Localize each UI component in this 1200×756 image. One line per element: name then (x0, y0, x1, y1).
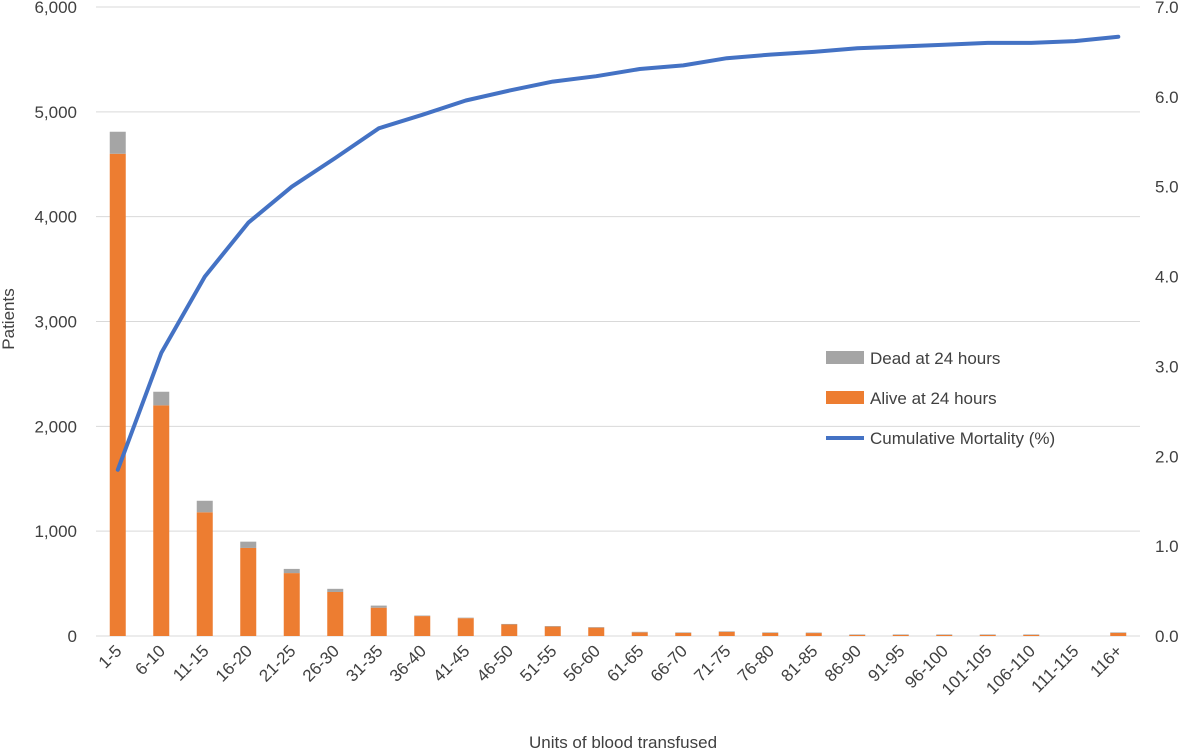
bar-dead (283, 568, 300, 574)
legend-swatch-alive (826, 391, 864, 404)
bar-alive (675, 632, 692, 636)
bar-dead (762, 632, 779, 633)
bar-dead (1110, 632, 1127, 633)
x-tick-label: 41-45 (429, 641, 473, 685)
bar-alive (936, 634, 953, 636)
bar-dead (196, 500, 213, 513)
bar-dead (1023, 634, 1040, 635)
x-tick-label: 1-5 (95, 641, 126, 672)
x-tick-label: 26-30 (299, 641, 343, 685)
y2-tick-label: 2.0 (1155, 447, 1179, 466)
bar-dead (718, 631, 735, 632)
bar-alive (153, 405, 170, 636)
bar-alive (240, 547, 257, 636)
x-tick-label: 86-90 (821, 641, 865, 685)
x-axis-ticks: 1-5 6-10 11-15 16-20 21-25 26-30 31-35 36-40 41-… (95, 641, 1126, 699)
y-tick-label: 3,000 (34, 313, 77, 332)
bar-dead (675, 632, 692, 633)
x-tick-label: 61-65 (603, 641, 647, 685)
line-series-group (115, 34, 1121, 472)
bar-dead (370, 605, 387, 608)
bar-dead (327, 588, 344, 592)
bar-dead (153, 391, 170, 406)
bar-alive (196, 512, 213, 636)
x-tick-label: 6-10 (132, 641, 169, 678)
bar-series-group (109, 131, 1127, 636)
bar-alive (892, 634, 909, 636)
bar-alive (283, 573, 300, 636)
x-tick-label: 56-60 (560, 641, 604, 685)
bar-alive (414, 616, 431, 636)
y2-tick-label: 6.0 (1155, 88, 1179, 107)
bar-alive (109, 153, 126, 636)
x-tick-label: 51-55 (516, 641, 560, 685)
x-tick-label: 116+ (1086, 641, 1126, 681)
gridlines (96, 6, 1140, 637)
bar-alive (1110, 632, 1127, 636)
y-tick-label: 0 (68, 627, 77, 646)
x-tick-label: 76-80 (734, 641, 778, 685)
x-tick-label: 36-40 (386, 641, 430, 685)
bar-alive (370, 607, 387, 636)
y-axis-title: Patients (0, 288, 18, 349)
bar-dead (414, 615, 431, 617)
cumulative-mortality-line (115, 34, 1121, 472)
x-tick-label: 11-15 (169, 641, 212, 684)
legend-label-alive: Alive at 24 hours (870, 389, 997, 408)
legend: Dead at 24 hours Alive at 24 hours Cumul… (826, 349, 1055, 448)
legend-label-dead: Dead at 24 hours (870, 349, 1000, 368)
bar-alive (588, 627, 605, 636)
bar-dead (588, 627, 605, 628)
y2-tick-label: 7.0 (1155, 0, 1179, 17)
bar-alive (631, 632, 648, 636)
bar-dead (501, 623, 518, 625)
bar-dead (240, 541, 257, 548)
bar-alive (718, 631, 735, 636)
y2-tick-label: 0.0 (1155, 627, 1179, 646)
y2-tick-label: 3.0 (1155, 357, 1179, 376)
x-tick-label: 81-85 (777, 641, 821, 685)
x-axis-title: Units of blood transfused (529, 733, 717, 752)
x-tick-label: 31-35 (342, 641, 386, 685)
x-tick-label: 21-25 (255, 641, 299, 685)
bar-dead (849, 634, 866, 635)
y-tick-label: 2,000 (34, 417, 77, 436)
bar-dead (631, 631, 648, 633)
bar-alive (805, 633, 822, 636)
legend-label-mortality: Cumulative Mortality (%) (870, 429, 1055, 448)
bar-dead (109, 131, 126, 154)
bar-dead (457, 617, 474, 619)
bar-alive (979, 634, 996, 636)
y-tick-label: 5,000 (34, 103, 77, 122)
legend-swatch-dead (826, 351, 864, 364)
y2-tick-label: 4.0 (1155, 268, 1179, 287)
x-tick-label: 106-110 (982, 641, 1039, 698)
bar-alive (544, 626, 561, 636)
bar-dead (936, 634, 953, 635)
bar-alive (457, 618, 474, 636)
x-tick-label: 71-75 (690, 641, 734, 685)
y-tick-label: 4,000 (34, 208, 77, 227)
y-tick-label: 1,000 (34, 522, 77, 541)
bar-alive (327, 591, 344, 636)
right-axis-ticks: 0.0 1.0 2.0 3.0 4.0 5.0 6.0 7.0 (1155, 0, 1179, 646)
x-tick-label: 111-115 (1028, 641, 1083, 696)
y-tick-label: 6,000 (34, 0, 77, 17)
x-tick-label: 16-20 (212, 641, 256, 685)
y2-tick-label: 5.0 (1155, 178, 1179, 197)
bar-dead (979, 634, 996, 635)
bar-alive (501, 624, 518, 636)
bar-dead (544, 626, 561, 627)
y2-tick-label: 1.0 (1155, 537, 1179, 556)
x-tick-label: 66-70 (647, 641, 691, 685)
left-axis-ticks: 0 1,000 2,000 3,000 4,000 5,000 6,000 (34, 0, 77, 646)
bar-dead (892, 634, 909, 635)
bar-alive (849, 634, 866, 636)
bar-alive (1023, 634, 1040, 636)
x-tick-label: 46-50 (473, 641, 517, 685)
bar-dead (805, 632, 822, 634)
bar-alive (762, 632, 779, 636)
